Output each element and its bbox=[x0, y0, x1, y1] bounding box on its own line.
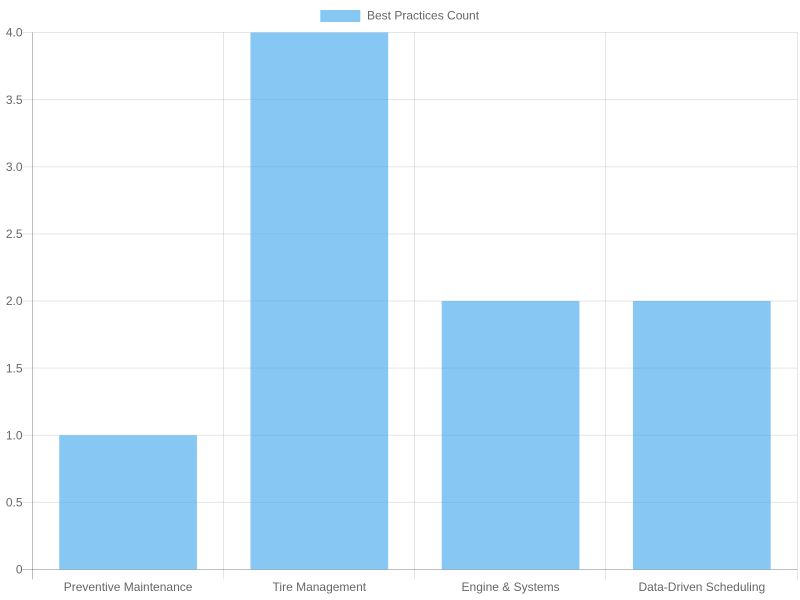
svg-text:Preventive Maintenance: Preventive Maintenance bbox=[64, 580, 193, 594]
svg-text:2.0: 2.0 bbox=[6, 294, 23, 308]
svg-text:3.0: 3.0 bbox=[6, 160, 23, 174]
svg-text:1.5: 1.5 bbox=[6, 361, 23, 375]
svg-text:Tire Management: Tire Management bbox=[273, 580, 367, 594]
svg-text:3.5: 3.5 bbox=[6, 93, 23, 107]
svg-text:0.5: 0.5 bbox=[6, 496, 23, 510]
svg-text:Data-Driven Scheduling: Data-Driven Scheduling bbox=[638, 580, 765, 594]
svg-text:1.0: 1.0 bbox=[6, 428, 23, 442]
svg-text:2.5: 2.5 bbox=[6, 227, 23, 241]
svg-text:Engine & Systems: Engine & Systems bbox=[462, 580, 560, 594]
svg-text:4.0: 4.0 bbox=[6, 26, 23, 40]
svg-text:Best Practices Count: Best Practices Count bbox=[367, 9, 480, 23]
svg-text:0: 0 bbox=[16, 563, 23, 577]
